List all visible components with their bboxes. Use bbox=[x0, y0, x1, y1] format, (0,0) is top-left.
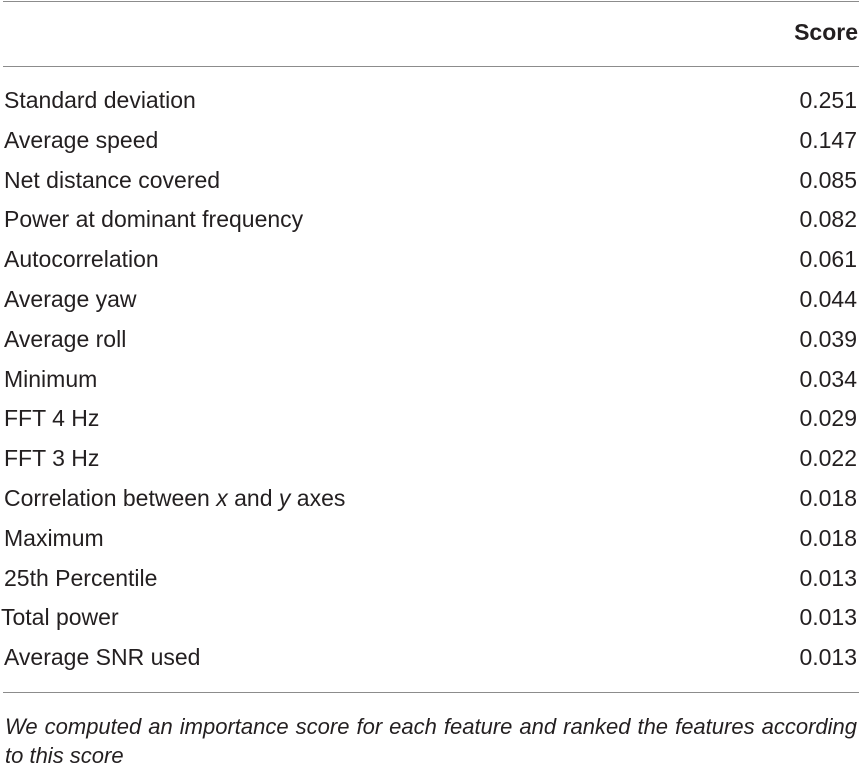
table-row: Average SNR used 0.013 bbox=[0, 642, 860, 682]
table-caption: We computed an importance score for each… bbox=[5, 714, 857, 768]
table-row: Maximum 0.018 bbox=[0, 523, 860, 563]
feature-name: Average roll bbox=[4, 325, 127, 352]
feature-name: Autocorrelation bbox=[4, 246, 159, 273]
table-row: Minimum 0.034 bbox=[0, 364, 860, 404]
feature-score: 0.018 bbox=[799, 524, 857, 551]
table-row: Autocorrelation 0.061 bbox=[0, 244, 860, 284]
feature-name: Correlation between x and y axes bbox=[4, 484, 346, 511]
feature-name: FFT 3 Hz bbox=[4, 445, 100, 472]
table-row: Net distance covered 0.085 bbox=[0, 165, 860, 205]
table-row: Average speed 0.147 bbox=[0, 125, 860, 165]
table-top-rule bbox=[3, 1, 859, 2]
feature-score: 0.022 bbox=[799, 445, 857, 472]
table-row: Correlation between x and y axes 0.018 bbox=[0, 483, 860, 523]
feature-name: FFT 4 Hz bbox=[4, 405, 100, 432]
feature-name: Maximum bbox=[4, 524, 104, 551]
feature-score: 0.013 bbox=[799, 604, 857, 631]
feature-name: Total power bbox=[1, 604, 119, 631]
table-row: FFT 3 Hz 0.022 bbox=[0, 443, 860, 483]
feature-name: 25th Percentile bbox=[4, 564, 158, 591]
feature-name: Average SNR used bbox=[4, 644, 201, 671]
feature-name: Average speed bbox=[4, 126, 159, 153]
table-row: FFT 4 Hz 0.029 bbox=[0, 403, 860, 443]
feature-score: 0.085 bbox=[799, 166, 857, 193]
feature-score: 0.013 bbox=[799, 644, 857, 671]
feature-score: 0.251 bbox=[799, 87, 857, 113]
feature-name: Power at dominant frequency bbox=[4, 206, 304, 233]
feature-score: 0.013 bbox=[799, 564, 857, 591]
feature-score: 0.039 bbox=[799, 325, 857, 352]
table-bottom-rule bbox=[3, 692, 859, 693]
feature-name: Standard deviation bbox=[4, 87, 196, 113]
table-row: Average roll 0.039 bbox=[0, 324, 860, 364]
feature-score: 0.082 bbox=[799, 206, 857, 233]
table-row: Average yaw 0.044 bbox=[0, 284, 860, 324]
score-column-header: Score bbox=[794, 19, 858, 45]
feature-score: 0.029 bbox=[799, 405, 857, 432]
feature-score: 0.018 bbox=[799, 484, 857, 511]
feature-name: Net distance covered bbox=[4, 166, 221, 193]
table-row: Power at dominant frequency 0.082 bbox=[0, 204, 860, 244]
feature-score: 0.147 bbox=[799, 126, 857, 153]
table-row: Standard deviation 0.251 bbox=[0, 85, 860, 125]
table-row: 25th Percentile 0.013 bbox=[0, 563, 860, 603]
feature-score: 0.061 bbox=[799, 246, 857, 273]
feature-name: Average yaw bbox=[4, 285, 137, 312]
feature-score: 0.034 bbox=[799, 365, 857, 392]
feature-score: 0.044 bbox=[799, 285, 857, 312]
table-body: Standard deviation 0.251 Average speed 0… bbox=[0, 85, 860, 682]
feature-name: Minimum bbox=[4, 365, 98, 392]
table-row: Total power 0.013 bbox=[0, 602, 860, 642]
header-rule bbox=[3, 66, 859, 67]
